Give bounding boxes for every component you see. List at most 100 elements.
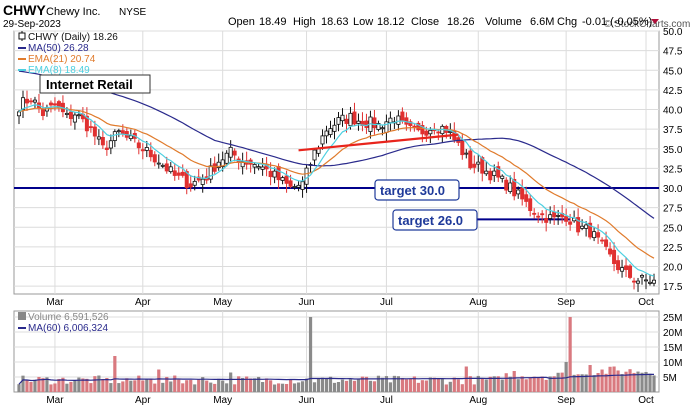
candle-body bbox=[268, 170, 273, 178]
volume-bar bbox=[348, 379, 353, 392]
price-tick-label: 42.5 bbox=[663, 86, 683, 97]
volume-bar bbox=[65, 383, 69, 392]
volume-tick-label: 20M bbox=[663, 328, 682, 339]
legend-swatch-box bbox=[18, 312, 26, 320]
overlays bbox=[298, 133, 459, 152]
candle-body bbox=[408, 121, 413, 127]
horizontal-lines bbox=[14, 187, 659, 221]
volume-label: Volume bbox=[485, 16, 522, 28]
candle-body bbox=[64, 112, 69, 115]
candle-body bbox=[304, 167, 309, 185]
volume-bar bbox=[97, 375, 101, 392]
volume-ma60-line bbox=[18, 373, 654, 385]
candle-body bbox=[296, 184, 301, 188]
volume-bar bbox=[404, 379, 408, 392]
volume-bar bbox=[316, 378, 321, 392]
ema8-line bbox=[18, 104, 655, 277]
candle-body bbox=[380, 127, 385, 130]
candle-body bbox=[300, 181, 305, 190]
volume-bar bbox=[620, 374, 624, 392]
candle-body bbox=[632, 280, 637, 283]
volume-bar bbox=[640, 372, 644, 392]
volume-bar bbox=[484, 379, 488, 392]
volume-bar bbox=[592, 375, 596, 392]
candle-body bbox=[24, 98, 29, 104]
volume-value: 6.6M bbox=[530, 16, 554, 28]
volume-bar bbox=[77, 377, 81, 392]
volume-bar bbox=[624, 371, 628, 392]
volume-bar bbox=[217, 378, 221, 392]
candle-body bbox=[476, 161, 481, 165]
month-tick-label-volume: May bbox=[213, 395, 232, 405]
candle-body bbox=[436, 131, 441, 134]
candle-body bbox=[136, 142, 141, 149]
volume-bar bbox=[288, 379, 293, 392]
candle-body bbox=[516, 189, 521, 195]
low-value: 18.12 bbox=[377, 16, 405, 28]
volume-bar bbox=[276, 383, 281, 392]
volume-bar bbox=[292, 383, 297, 392]
volume-bar bbox=[468, 376, 472, 392]
volume-bar bbox=[628, 369, 632, 392]
volume-bar bbox=[85, 378, 89, 392]
volume-bar bbox=[408, 378, 412, 392]
candle-body bbox=[164, 163, 169, 172]
volume-bar bbox=[504, 373, 508, 392]
candle-body bbox=[252, 164, 257, 168]
volume-bar bbox=[308, 317, 313, 392]
legend-candle-body bbox=[18, 32, 26, 40]
exchange-name: NYSE bbox=[119, 7, 147, 18]
candle-body bbox=[592, 231, 597, 239]
volume-bar bbox=[205, 380, 209, 392]
candle-body bbox=[52, 103, 57, 106]
candle-body bbox=[488, 170, 493, 181]
candle-body bbox=[428, 129, 433, 135]
volume-bar bbox=[61, 377, 65, 392]
volume-bar bbox=[25, 380, 29, 392]
candle-body bbox=[544, 218, 549, 223]
volume-bar bbox=[492, 376, 496, 392]
candle-body bbox=[600, 239, 605, 242]
price-tick-label: 30.0 bbox=[663, 184, 683, 195]
volume-bar bbox=[280, 383, 285, 392]
price-tick-label: 50.0 bbox=[663, 27, 683, 38]
candle-body bbox=[496, 166, 501, 178]
candle-body bbox=[528, 198, 533, 211]
candle-body bbox=[420, 125, 425, 135]
candle-body bbox=[584, 224, 589, 229]
candle-body bbox=[220, 159, 225, 167]
candle-body bbox=[152, 154, 157, 163]
candle-body bbox=[648, 281, 653, 284]
volume-bar bbox=[416, 382, 420, 392]
candle-body bbox=[312, 149, 317, 161]
candle-body bbox=[512, 178, 517, 197]
volume-bar bbox=[556, 372, 560, 392]
volume-bar bbox=[145, 379, 149, 392]
month-tick-label: Oct bbox=[638, 297, 654, 308]
price-tick-label: 47.5 bbox=[663, 47, 683, 58]
volume-bar bbox=[69, 381, 73, 392]
moving-averages bbox=[18, 70, 655, 277]
candle-body bbox=[340, 114, 345, 122]
high-label: High bbox=[293, 16, 316, 28]
candle-body bbox=[292, 186, 297, 188]
close-label: Close bbox=[411, 16, 439, 28]
volume-bar bbox=[568, 317, 572, 392]
month-tick-label: Apr bbox=[135, 297, 151, 308]
candle-body bbox=[460, 140, 465, 156]
candle-body bbox=[396, 115, 401, 125]
volume-bar bbox=[420, 380, 424, 392]
candle-body bbox=[336, 117, 341, 125]
price-tick-label: 40.0 bbox=[663, 106, 683, 117]
target-26-box: target 26.0 bbox=[392, 209, 478, 231]
ma50-line bbox=[18, 70, 655, 219]
candle-body bbox=[372, 117, 377, 129]
volume-bar bbox=[121, 381, 125, 392]
candle-body bbox=[612, 249, 617, 265]
volume-bar bbox=[261, 382, 265, 392]
price-tick-label: 35.0 bbox=[663, 145, 683, 156]
ema21-line bbox=[18, 107, 655, 259]
volume-bar bbox=[584, 374, 588, 392]
volume-bar bbox=[189, 379, 193, 392]
month-tick-label: Jun bbox=[298, 297, 314, 308]
